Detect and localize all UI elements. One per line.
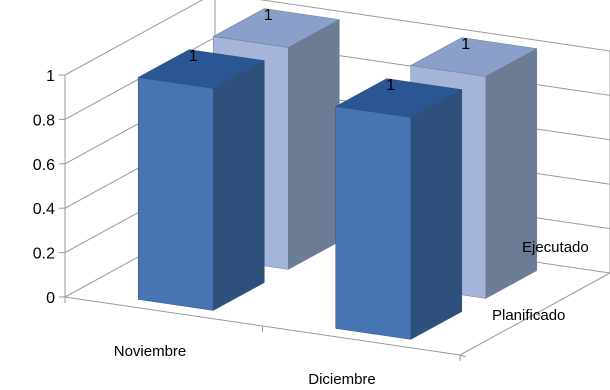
category-label: Diciembre (308, 371, 376, 388)
y-tick-label: 1 (46, 68, 55, 85)
bar-side-ejecutado-diciembre (485, 48, 538, 299)
bar-top-ejecutado-diciembre (409, 37, 538, 77)
axes (59, 74, 610, 361)
depth-tick (459, 354, 467, 358)
depth-tick (534, 313, 542, 317)
bar-top-planificado-diciembre (334, 78, 463, 118)
bar-front-planificado-diciembre (335, 106, 412, 340)
data-label: 1 (264, 7, 273, 24)
bar-side-ejecutado-noviembre (288, 19, 340, 270)
gridline (64, 0, 610, 76)
data-label: 1 (189, 48, 198, 65)
y-tick-label: 0.6 (33, 157, 55, 174)
bar-side-planificado-diciembre (410, 89, 463, 340)
bars (137, 8, 538, 340)
bar-front-planificado-noviembre (137, 77, 214, 311)
y-tick-label: 0.4 (33, 201, 55, 218)
labels: 0 0.2 0.4 0.6 0.8 1 Noviembre Diciembre Planific… (33, 7, 589, 388)
series-label: Planificado (492, 307, 565, 324)
bar-top-ejecutado-noviembre (212, 8, 341, 48)
y-tick-label: 0.8 (33, 112, 55, 129)
series-label: Ejecutado (522, 239, 589, 256)
data-label: 1 (386, 77, 395, 94)
y-tick-label: 0.2 (33, 246, 55, 263)
category-label: Noviembre (114, 343, 187, 360)
y-tick-label: 0 (46, 290, 55, 307)
bar-side-planificado-noviembre (213, 60, 265, 311)
bar-top-planificado-noviembre (137, 49, 266, 89)
data-label: 1 (461, 36, 470, 53)
